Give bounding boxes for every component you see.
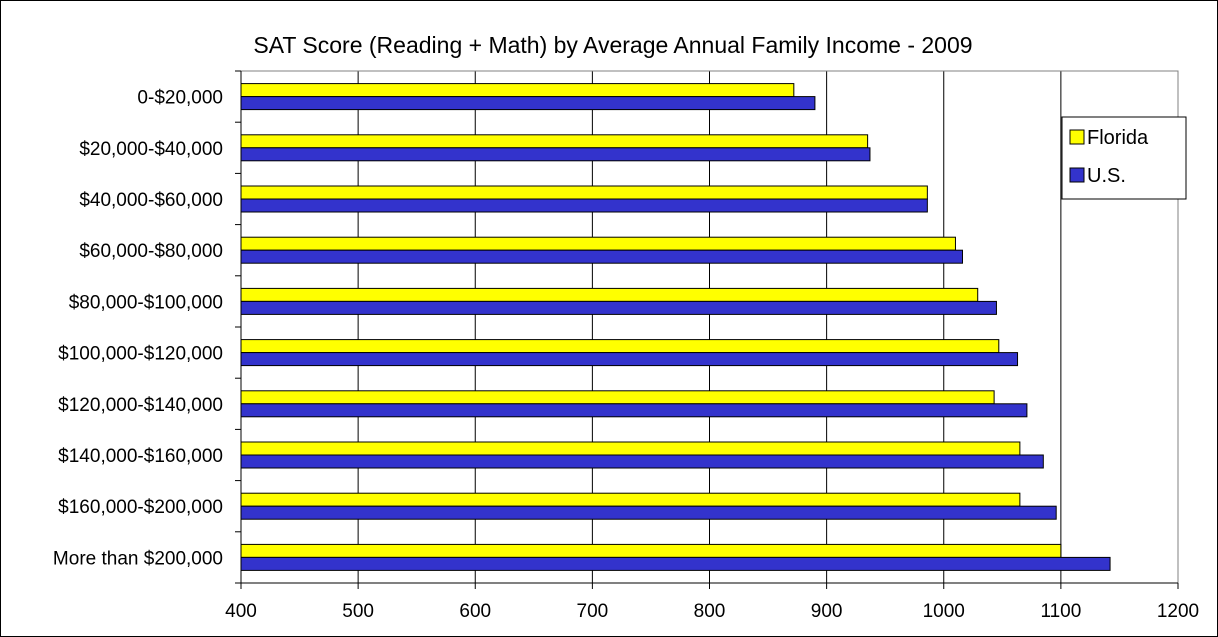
y-tick-label: $80,000-$100,000 [69, 292, 223, 313]
x-tick-label: 800 [694, 601, 726, 622]
bar-florida [240, 287, 979, 302]
x-tick-label: 1200 [1157, 601, 1199, 622]
bar-florida [240, 134, 869, 149]
x-tick-label: 500 [342, 601, 374, 622]
legend-swatch [1069, 167, 1085, 183]
bar-florida [240, 441, 1021, 456]
y-tick-label: More than $200,000 [53, 548, 223, 569]
y-tick-label: $160,000-$200,000 [58, 497, 223, 518]
bar-florida [240, 543, 1062, 558]
bar-florida [240, 390, 995, 405]
bar-florida [240, 83, 795, 98]
legend-swatch [1069, 129, 1085, 145]
bar-u-s [240, 249, 963, 264]
legend-label: U.S. [1087, 165, 1126, 187]
y-tick-label: $100,000-$120,000 [58, 344, 223, 365]
y-tick-label: $40,000-$60,000 [79, 190, 223, 211]
plot-area: 400 500 600 700 800 900 1000 1100 1200 0-$20,000 $… [53, 70, 1199, 622]
x-tick-label: 1000 [923, 601, 965, 622]
y-tick-label: $60,000-$80,000 [79, 241, 223, 262]
y-tick-label: $140,000-$160,000 [58, 446, 223, 467]
bar-florida [240, 236, 956, 251]
bar-u-s [240, 505, 1057, 520]
bar-florida [240, 492, 1021, 507]
bar-u-s [240, 300, 997, 315]
x-tick-label: 900 [811, 601, 843, 622]
x-tick-label: 400 [225, 601, 257, 622]
bar-u-s [240, 147, 871, 162]
y-tick-label: $20,000-$40,000 [79, 139, 223, 160]
bar-u-s [240, 96, 816, 111]
legend: Florida U.S. [1061, 116, 1187, 200]
bar-u-s [240, 454, 1044, 469]
y-tick-label: $120,000-$140,000 [58, 395, 223, 416]
bar-florida [240, 185, 928, 200]
x-tick-label: 700 [577, 601, 609, 622]
bar-u-s [240, 403, 1028, 418]
x-tick-label: 600 [459, 601, 491, 622]
legend-label: Florida [1087, 127, 1149, 149]
y-tick-label: 0-$20,000 [137, 88, 223, 109]
bar-u-s [240, 352, 1019, 367]
bar-florida [240, 339, 1000, 354]
chart-title: SAT Score (Reading + Math) by Average An… [253, 32, 972, 58]
bar-u-s [240, 198, 928, 213]
x-tick-label: 1100 [1040, 601, 1081, 622]
bar-u-s [240, 556, 1111, 571]
